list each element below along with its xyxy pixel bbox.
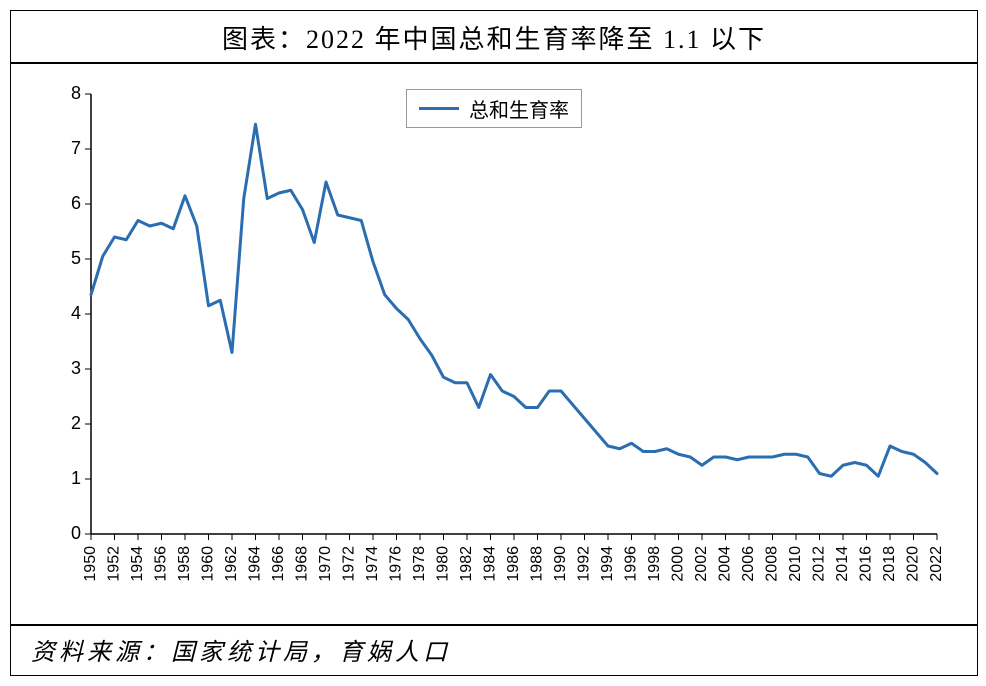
svg-text:1954: 1954 (129, 546, 146, 582)
svg-text:1996: 1996 (623, 546, 640, 582)
svg-text:1982: 1982 (458, 546, 475, 582)
svg-text:2004: 2004 (717, 546, 734, 582)
svg-text:8: 8 (71, 84, 81, 103)
svg-text:1984: 1984 (482, 546, 499, 582)
svg-text:2000: 2000 (670, 546, 687, 582)
svg-text:1: 1 (71, 468, 81, 488)
chart-area: 总和生育率 0 1 2 3 4 5 6 7 8 1950 1952 1954 1956 1958 1960 1… (11, 64, 977, 624)
svg-text:1972: 1972 (341, 546, 358, 582)
svg-text:1950: 1950 (82, 546, 99, 582)
svg-text:1952: 1952 (106, 546, 123, 582)
chart-legend: 总和生育率 (406, 89, 582, 128)
svg-text:0: 0 (71, 523, 81, 543)
svg-text:1960: 1960 (200, 546, 217, 582)
legend-label: 总和生育率 (469, 94, 569, 123)
svg-text:2014: 2014 (834, 546, 851, 582)
svg-text:1994: 1994 (599, 546, 616, 582)
svg-text:2008: 2008 (764, 546, 781, 582)
legend-line-icon (419, 107, 459, 110)
svg-text:2018: 2018 (881, 546, 898, 582)
svg-text:1980: 1980 (435, 546, 452, 582)
svg-text:1958: 1958 (176, 546, 193, 582)
svg-text:1992: 1992 (576, 546, 593, 582)
chart-source-footer: 资料来源：国家统计局，育娲人口 (11, 624, 977, 675)
svg-text:5: 5 (71, 248, 81, 268)
svg-text:4: 4 (71, 303, 81, 323)
svg-text:2010: 2010 (787, 546, 804, 582)
svg-text:1970: 1970 (317, 546, 334, 582)
svg-text:2016: 2016 (858, 546, 875, 582)
svg-text:1990: 1990 (552, 546, 569, 582)
svg-text:1988: 1988 (529, 546, 546, 582)
chart-container: 图表：2022 年中国总和生育率降至 1.1 以下 总和生育率 0 1 2 3 4 5 6 7… (10, 10, 978, 676)
svg-text:1968: 1968 (294, 546, 311, 582)
svg-text:1976: 1976 (388, 546, 405, 582)
svg-text:7: 7 (71, 138, 81, 158)
svg-text:2002: 2002 (693, 546, 710, 582)
chart-title: 图表：2022 年中国总和生育率降至 1.1 以下 (11, 11, 977, 64)
line-chart-svg: 0 1 2 3 4 5 6 7 8 1950 1952 1954 1956 1958 1960 1962 196… (41, 84, 947, 614)
svg-text:2012: 2012 (811, 546, 828, 582)
svg-text:2020: 2020 (905, 546, 922, 582)
svg-text:1986: 1986 (505, 546, 522, 582)
svg-text:1962: 1962 (223, 546, 240, 582)
svg-text:1974: 1974 (364, 546, 381, 582)
svg-text:1956: 1956 (153, 546, 170, 582)
svg-text:1966: 1966 (270, 546, 287, 582)
svg-text:2: 2 (71, 413, 81, 433)
svg-text:1998: 1998 (646, 546, 663, 582)
svg-text:1964: 1964 (247, 546, 264, 582)
svg-text:1978: 1978 (411, 546, 428, 582)
svg-text:2022: 2022 (928, 546, 945, 582)
svg-text:2006: 2006 (740, 546, 757, 582)
svg-text:6: 6 (71, 193, 81, 213)
svg-text:3: 3 (71, 358, 81, 378)
